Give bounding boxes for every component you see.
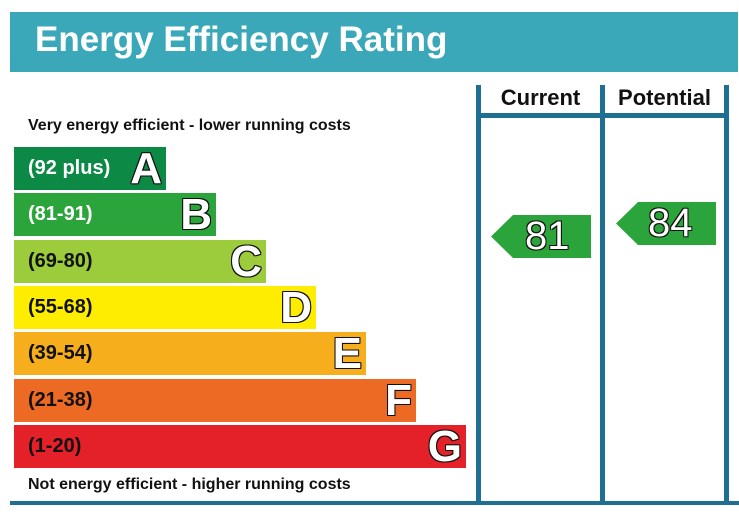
frame-line-header bbox=[476, 113, 729, 118]
band-letter-label: F bbox=[385, 375, 412, 425]
top-note: Very energy efficient - lower running co… bbox=[28, 117, 351, 134]
current-rating-value: 81 bbox=[525, 214, 570, 258]
band-range-label: (81-91) bbox=[28, 203, 93, 226]
band-letter-label: E bbox=[332, 329, 362, 379]
frame-line-middle bbox=[600, 85, 605, 505]
band-range-label: (92 plus) bbox=[28, 157, 111, 179]
band-b: (81-91) B bbox=[14, 190, 216, 239]
band-letter-label: A bbox=[130, 144, 162, 193]
frame-line-left bbox=[476, 85, 481, 505]
band-e: (39-54) E bbox=[14, 329, 366, 378]
band-c: (69-80) C bbox=[14, 237, 266, 286]
band-range-label: (21-38) bbox=[28, 388, 93, 411]
band-letter-label: B bbox=[180, 190, 212, 240]
band-a: (92 plus) A bbox=[14, 144, 166, 193]
potential-rating-arrow bbox=[616, 202, 716, 245]
potential-rating-value: 84 bbox=[648, 201, 693, 245]
band-f: (21-38) F bbox=[14, 376, 416, 425]
band-range-label: (1-20) bbox=[28, 434, 82, 457]
frame-line-bottom bbox=[10, 501, 739, 505]
band-letter-label: D bbox=[280, 282, 312, 332]
current-column-header: Current bbox=[500, 85, 581, 110]
band-range-label: (69-80) bbox=[28, 249, 93, 272]
title-bar: Energy Efficiency Rating bbox=[10, 12, 738, 72]
band-letter-label: C bbox=[230, 236, 262, 286]
band-range-label: (39-54) bbox=[28, 342, 93, 365]
potential-column-header: Potential bbox=[618, 85, 711, 110]
bottom-note: Not energy efficient - higher running co… bbox=[28, 476, 351, 493]
chart-title: Energy Efficiency Rating bbox=[35, 20, 448, 59]
current-rating-arrow bbox=[491, 215, 591, 258]
band-g: (1-20) G bbox=[14, 422, 466, 471]
band-d: (55-68) D bbox=[14, 283, 316, 332]
band-letter-label: G bbox=[427, 421, 462, 471]
band-range-label: (55-68) bbox=[28, 295, 93, 318]
frame-line-right bbox=[724, 85, 729, 505]
